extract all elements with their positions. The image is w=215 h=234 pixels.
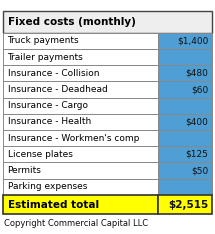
Bar <box>3 98 158 114</box>
Text: Fixed costs (monthly): Fixed costs (monthly) <box>8 17 135 27</box>
Bar <box>3 130 158 146</box>
Text: Insurance - Cargo: Insurance - Cargo <box>8 101 88 110</box>
Text: $125: $125 <box>186 150 209 159</box>
Bar <box>158 179 212 195</box>
Text: Insurance - Deadhead: Insurance - Deadhead <box>8 85 107 94</box>
Bar <box>3 11 212 33</box>
Bar <box>3 195 158 214</box>
Text: License plates: License plates <box>8 150 72 159</box>
Bar <box>158 98 212 114</box>
Bar <box>3 65 158 81</box>
Bar <box>3 49 158 65</box>
Text: Parking expenses: Parking expenses <box>8 182 87 191</box>
Bar <box>158 49 212 65</box>
Bar <box>3 114 158 130</box>
Bar <box>158 114 212 130</box>
Text: $50: $50 <box>191 166 209 175</box>
Bar <box>158 65 212 81</box>
Bar <box>3 162 158 179</box>
Bar <box>158 162 212 179</box>
Bar <box>158 81 212 98</box>
Text: $2,515: $2,515 <box>168 200 209 209</box>
Text: Truck payments: Truck payments <box>8 36 79 45</box>
Bar <box>158 130 212 146</box>
Bar <box>3 81 158 98</box>
Text: Insurance - Collision: Insurance - Collision <box>8 69 99 78</box>
Bar <box>3 146 158 162</box>
Text: $480: $480 <box>186 69 209 78</box>
Bar <box>158 195 212 214</box>
Text: $1,400: $1,400 <box>177 36 209 45</box>
Text: Insurance - Workmen's comp: Insurance - Workmen's comp <box>8 134 139 143</box>
Text: Copyright Commercial Capital LLC: Copyright Commercial Capital LLC <box>4 219 148 228</box>
Bar <box>158 33 212 49</box>
Bar <box>3 179 158 195</box>
Bar <box>3 33 158 49</box>
Text: $400: $400 <box>186 117 209 126</box>
Text: Permits: Permits <box>8 166 41 175</box>
Text: $60: $60 <box>191 85 209 94</box>
Bar <box>158 146 212 162</box>
Text: Estimated total: Estimated total <box>8 200 99 209</box>
Text: Trailer payments: Trailer payments <box>8 53 83 62</box>
Text: Insurance - Health: Insurance - Health <box>8 117 91 126</box>
